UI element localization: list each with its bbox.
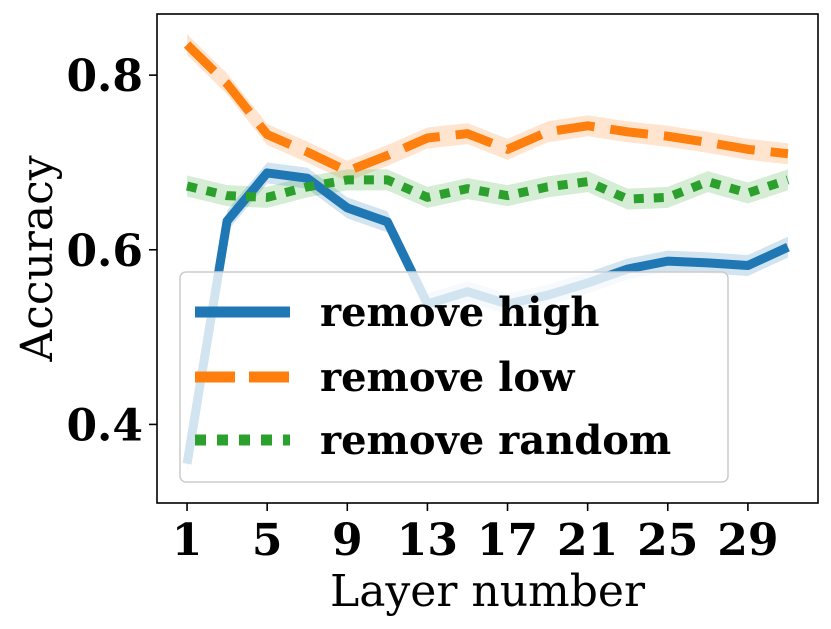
x-tick-label: 29 bbox=[717, 515, 778, 566]
line-remove-low bbox=[183, 41, 789, 176]
x-tick-label: 21 bbox=[557, 515, 618, 566]
plot-frame bbox=[156, 13, 819, 504]
legend: remove high remove low remove random bbox=[179, 271, 729, 483]
y-tick-label: 0.4 bbox=[66, 400, 143, 451]
line-remove-random bbox=[185, 175, 790, 204]
legend-label-remove-low: remove low bbox=[320, 354, 576, 401]
x-tick-label: 17 bbox=[477, 515, 538, 566]
x-tick-label: 9 bbox=[332, 515, 363, 566]
y-tick-label: 0.6 bbox=[66, 226, 143, 277]
x-axis-label: Layer number bbox=[330, 566, 646, 617]
x-axis-ticks: 1 5 9 13 17 21 25 29 bbox=[172, 503, 779, 566]
x-tick-label: 5 bbox=[252, 515, 283, 566]
legend-label-remove-random: remove random bbox=[320, 417, 671, 464]
x-tick-label: 1 bbox=[172, 515, 203, 566]
legend-box bbox=[179, 271, 729, 483]
y-tick-label: 0.8 bbox=[66, 51, 143, 102]
x-tick-label: 13 bbox=[397, 515, 458, 566]
band-remove-low bbox=[187, 34, 788, 182]
legend-label-remove-high: remove high bbox=[320, 289, 599, 336]
y-axis-ticks: 0.4 0.6 0.8 bbox=[66, 51, 157, 451]
x-tick-label: 25 bbox=[637, 515, 698, 566]
y-axis-label: Accuracy bbox=[12, 155, 63, 362]
